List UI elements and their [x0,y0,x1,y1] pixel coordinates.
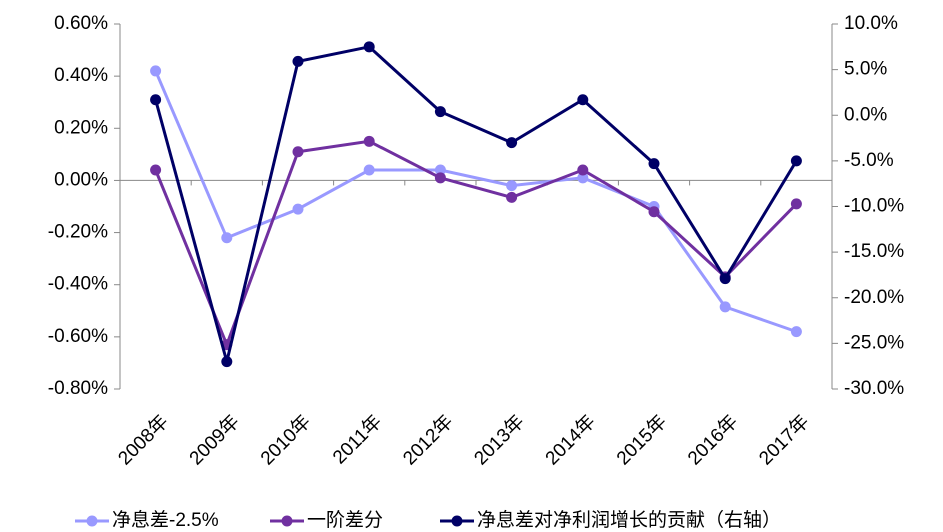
x-tick-label: 2009年 [185,411,244,470]
x-tick-label: 2017年 [755,411,814,470]
point [150,94,162,106]
point [790,155,802,167]
point [719,301,731,313]
point [577,164,589,176]
y2-tick-label: 0.0% [844,104,887,125]
point [506,191,518,203]
y-tick-label: 0.20% [54,117,108,138]
y-tick-label: 0.40% [54,65,108,86]
legend-marker [281,515,293,527]
y2-tick-label: -25.0% [844,332,904,353]
point [221,356,233,368]
point [506,180,518,192]
point [150,164,162,176]
legend-marker [451,515,463,527]
point [577,172,589,184]
point [577,94,589,106]
x-tick-label: 2015年 [612,411,671,470]
x-tick-label: 2013年 [470,411,529,470]
series-line [154,70,797,334]
point [363,164,375,176]
y2-tick-label: 10.0% [844,13,898,34]
y-tick-label: -0.60% [48,326,108,347]
y-tick-label: -0.80% [48,378,108,399]
y-tick-label: -0.40% [48,274,108,295]
legend-label: 一阶差分 [307,509,383,531]
series-line [154,139,798,349]
y2-tick-label: -20.0% [844,287,904,308]
point [790,198,802,210]
y2-tick-label: -15.0% [844,241,904,262]
point [434,172,446,184]
y-tick-label: 0.00% [54,169,108,190]
y2-tick-label: 5.0% [844,59,887,80]
point [150,65,162,77]
x-tick-label: 2011年 [328,411,386,469]
point [292,146,304,158]
legend-label: 净息差-2.5% [112,509,219,531]
point [790,326,802,338]
x-tick-label: 2016年 [683,411,742,470]
y-tick-label: 0.60% [54,13,108,34]
point [363,135,375,147]
point [221,232,233,244]
point [363,41,375,53]
x-tick-label: 2010年 [256,411,315,470]
legend-label: 净息差对净利润增长的贡献（右轴） [477,509,781,531]
point [719,273,731,285]
y2-tick-label: -30.0% [844,378,904,399]
y2-tick-label: -10.0% [844,196,904,217]
x-tick-label: 2012年 [399,411,458,470]
x-tick-label: 2008年 [114,411,173,470]
series-line [154,45,798,363]
legend-marker [86,515,98,527]
point [434,164,446,176]
point [648,158,660,170]
point [506,137,518,149]
point [648,206,660,218]
point [292,203,304,215]
point [292,55,304,67]
point [434,106,446,118]
x-tick-label: 2014年 [541,411,600,470]
y2-tick-label: -5.0% [844,150,894,171]
y-tick-label: -0.20% [48,222,108,243]
